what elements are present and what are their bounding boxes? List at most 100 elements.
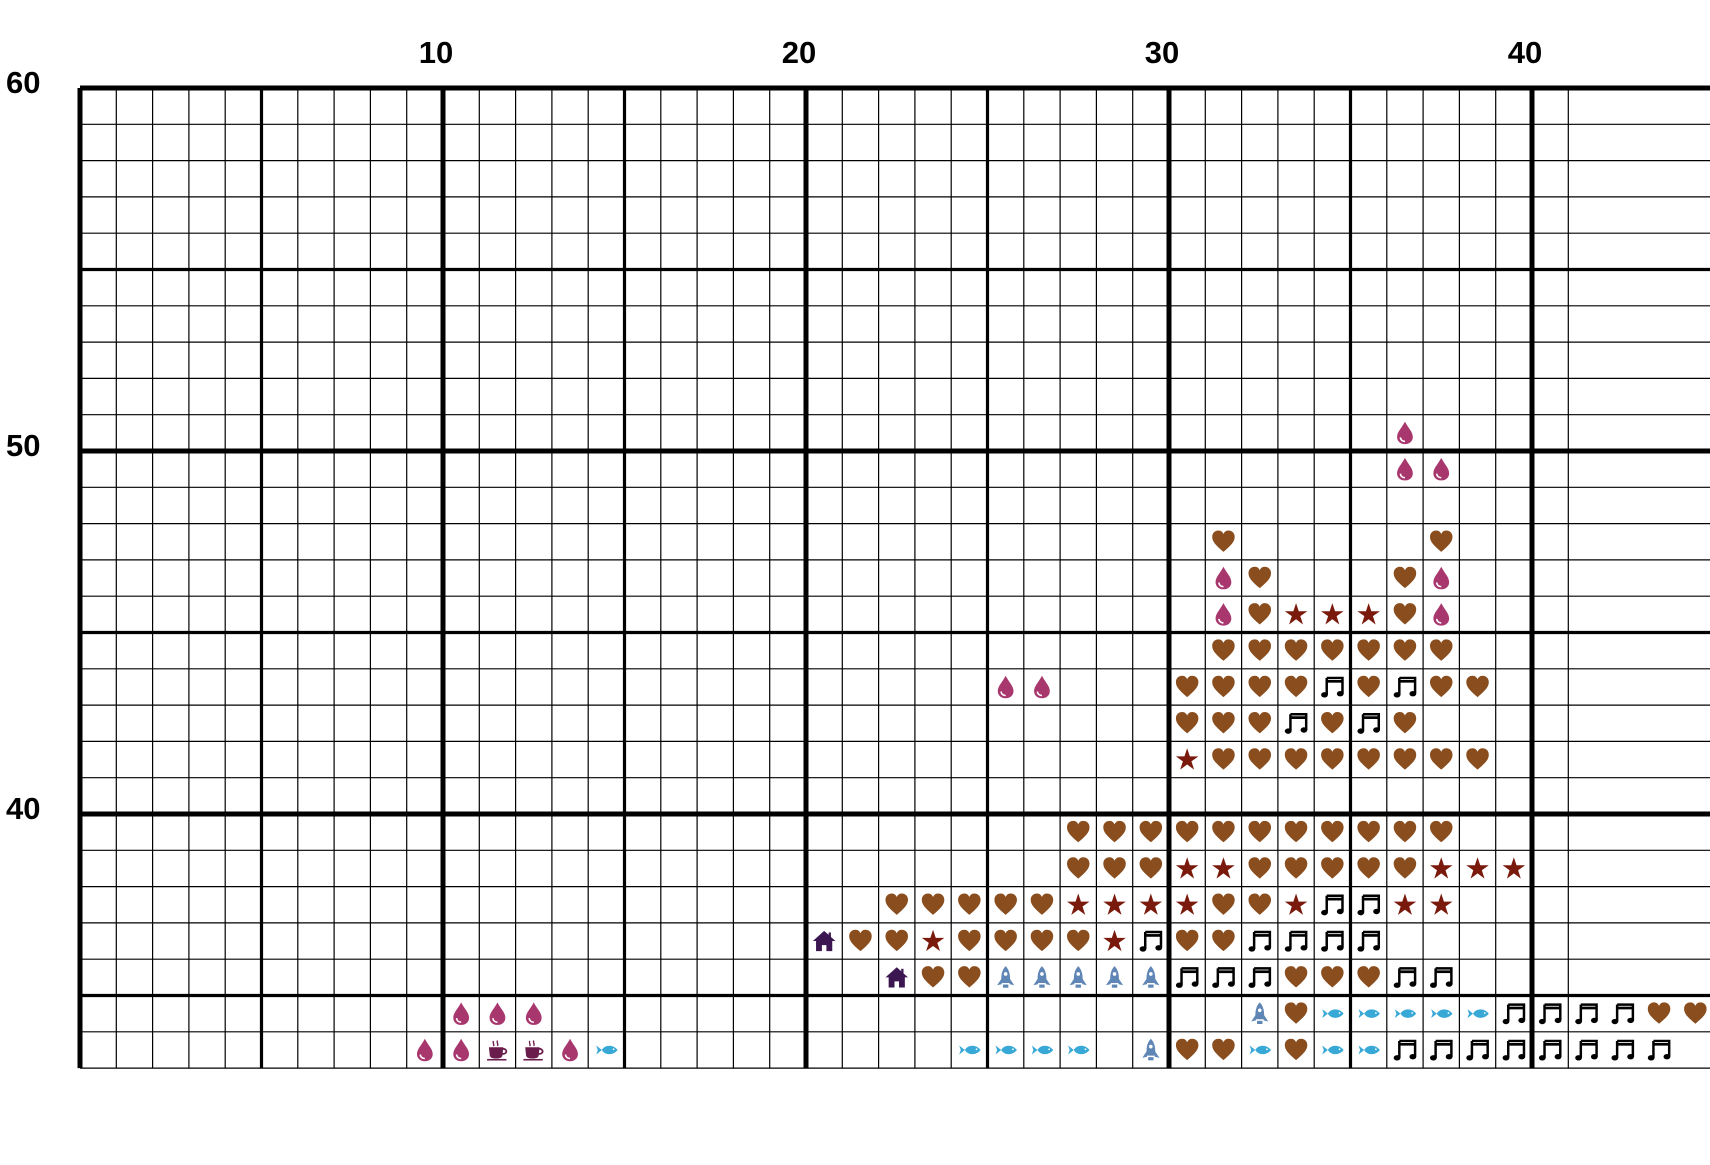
note-icon [1284, 713, 1308, 734]
drop-icon [1397, 457, 1413, 481]
rocket-icon [1105, 966, 1124, 988]
note-icon [1647, 1039, 1671, 1061]
heart-icon [1212, 820, 1235, 843]
star-icon [1175, 857, 1199, 879]
heart-icon [1248, 711, 1272, 734]
drop-icon [1433, 457, 1450, 481]
drop-icon [416, 1038, 433, 1062]
fish-icon [959, 1045, 981, 1055]
note-icon [1248, 967, 1272, 988]
heart-icon [1284, 639, 1308, 661]
fish-icon [1358, 1009, 1380, 1019]
house-icon [812, 930, 836, 952]
heart-icon [1284, 1002, 1308, 1024]
star-icon [1284, 603, 1308, 625]
note-icon [1429, 1039, 1453, 1061]
star-icon [1103, 893, 1126, 915]
heart-icon [1248, 675, 1272, 698]
heart-icon [1357, 966, 1380, 988]
heart-icon [1212, 530, 1235, 552]
drop-icon [562, 1038, 578, 1062]
heart-icon [994, 929, 1017, 952]
heart-icon [1248, 857, 1272, 879]
heart-icon [1103, 857, 1126, 879]
drop-icon [1433, 603, 1450, 626]
heart-icon [1321, 820, 1344, 843]
heart-icon [1212, 675, 1235, 698]
heart-icon [1284, 1038, 1308, 1061]
note-icon [1393, 676, 1417, 698]
rocket-icon [1251, 1002, 1269, 1025]
cup-icon [523, 1040, 544, 1061]
note-icon [1284, 930, 1308, 952]
note-icon [1357, 930, 1381, 952]
heart-icon [1284, 748, 1308, 770]
heart-icon [1684, 1002, 1707, 1024]
star-icon [1066, 893, 1090, 915]
drop-icon [489, 1002, 506, 1025]
heart-icon [958, 966, 981, 988]
star-icon [1429, 857, 1453, 879]
heart-icon [1248, 820, 1272, 843]
note-icon [1502, 1003, 1526, 1025]
heart-icon [1212, 1038, 1235, 1061]
heart-icon [1212, 893, 1235, 915]
heart-icon [1429, 639, 1453, 661]
star-icon [1103, 929, 1126, 952]
star-icon [1466, 857, 1489, 879]
note-icon [1357, 713, 1381, 734]
row-label-40: 40 [6, 791, 40, 826]
fish-icon [1394, 1009, 1417, 1019]
heart-icon [1393, 639, 1417, 661]
heart-icon [1647, 1002, 1671, 1024]
star-icon [1321, 603, 1344, 625]
heart-icon [1321, 966, 1344, 988]
heart-icon [1212, 929, 1235, 952]
heart-icon [1175, 929, 1199, 952]
heart-icon [1429, 748, 1453, 770]
col-label-20: 20 [782, 35, 816, 70]
heart-icon [1139, 820, 1163, 843]
heart-icon [1393, 566, 1417, 589]
heart-icon [1357, 748, 1380, 770]
heart-icon [1393, 711, 1417, 734]
heart-icon [1248, 603, 1272, 625]
note-icon [1357, 894, 1381, 916]
heart-icon [1066, 857, 1090, 879]
star-icon [1284, 893, 1308, 915]
drop-icon [997, 675, 1014, 699]
drop-icon [525, 1002, 542, 1025]
note-icon [1175, 967, 1199, 988]
note-icon [1538, 1003, 1562, 1025]
house-icon [885, 967, 909, 988]
note-icon [1575, 1039, 1598, 1061]
note-icon [1248, 930, 1272, 952]
note-icon [1321, 676, 1344, 698]
col-label-30: 30 [1145, 35, 1179, 70]
heart-icon [1212, 639, 1235, 661]
row-label-50: 50 [6, 428, 40, 463]
drop-icon [1034, 675, 1050, 699]
heart-icon [1248, 639, 1272, 661]
star-icon [1212, 857, 1235, 879]
heart-icon [1321, 639, 1344, 661]
heart-icon [921, 893, 945, 915]
drop-icon [1215, 603, 1232, 626]
fish-icon [1322, 1045, 1344, 1055]
fish-icon [1358, 1045, 1380, 1055]
heart-icon [1175, 711, 1199, 734]
note-icon [1429, 967, 1453, 988]
heart-icon [1357, 820, 1380, 843]
note-icon [1611, 1003, 1635, 1025]
fish-icon [1322, 1009, 1344, 1019]
heart-icon [1357, 857, 1380, 879]
heart-icon [1429, 820, 1453, 843]
heart-icon [1466, 748, 1489, 770]
heart-icon [1321, 711, 1344, 734]
note-icon [1575, 1003, 1598, 1025]
heart-icon [1212, 748, 1235, 770]
heart-icon [1321, 857, 1344, 879]
heart-icon [921, 966, 945, 988]
heart-icon [1357, 675, 1380, 698]
